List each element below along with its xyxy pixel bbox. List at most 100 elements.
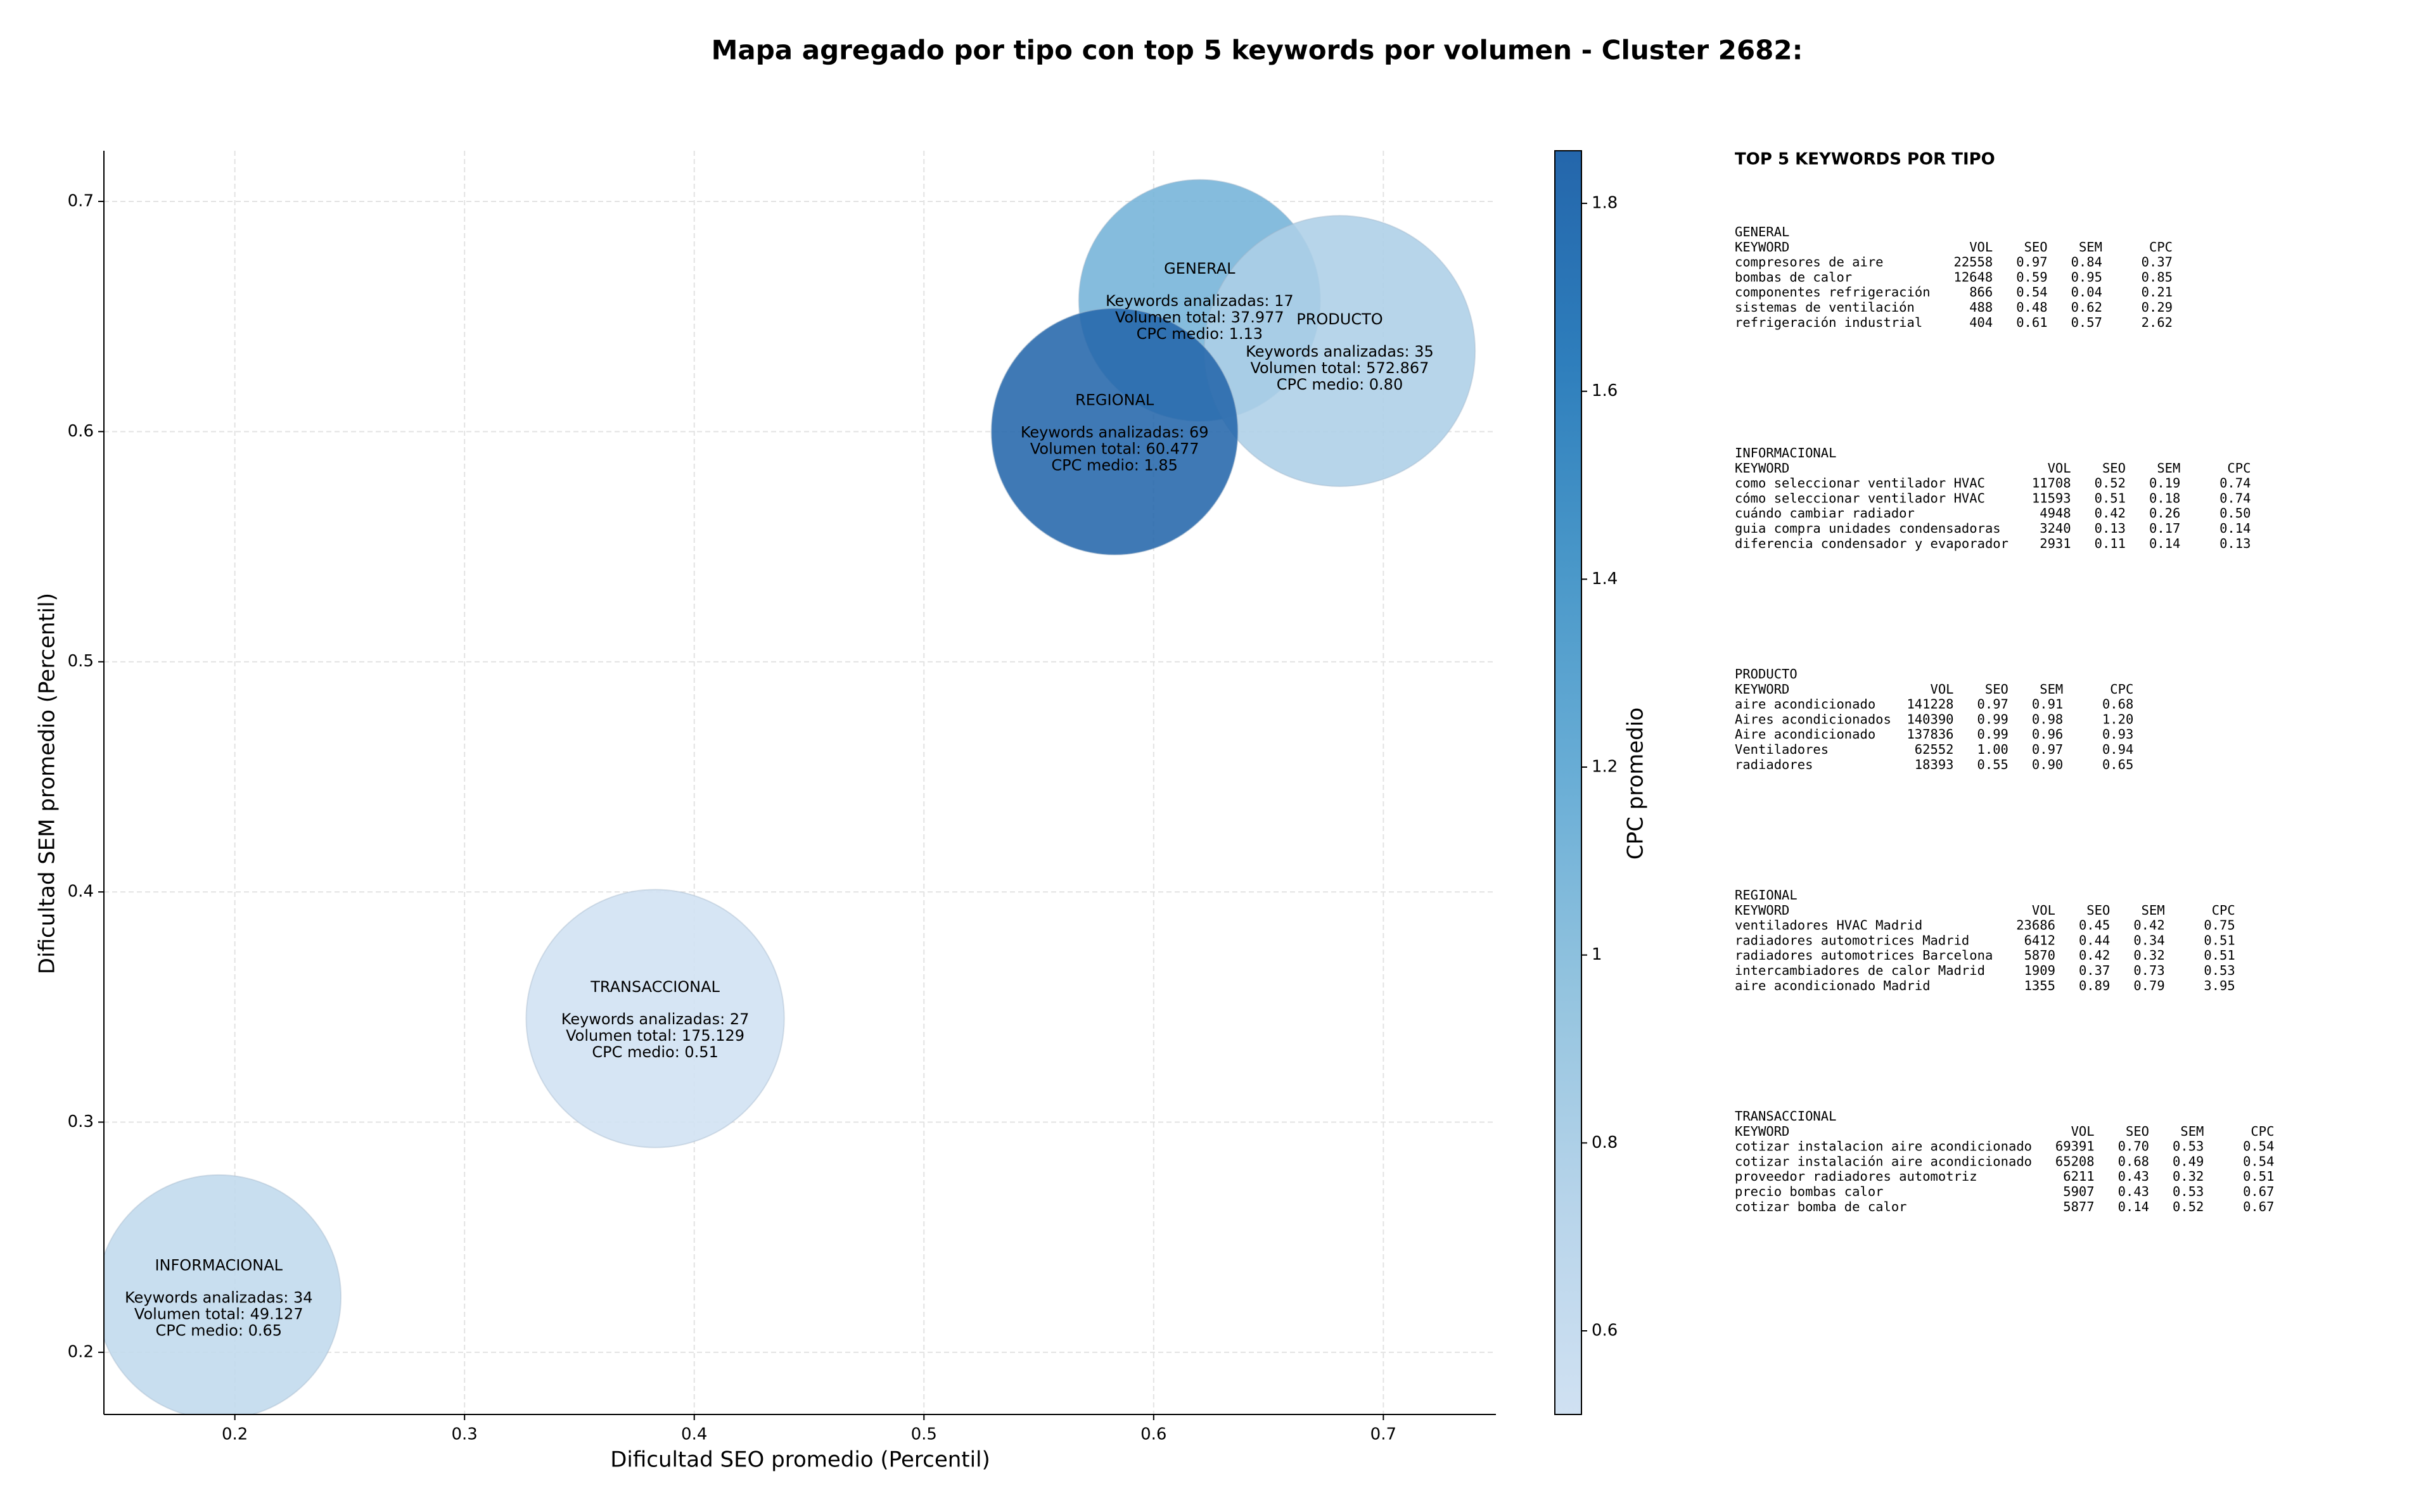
y-tick-label: 0.3 (68, 1112, 94, 1131)
table-cell: 0.90 (2032, 757, 2063, 772)
table-cell: 0.14 (2219, 521, 2251, 536)
table-cell: 0.11 (2095, 536, 2126, 551)
table-cell: 404 (1969, 315, 1993, 330)
colorbar-tick-label: 1 (1592, 945, 1602, 964)
table-cell: 0.68 (2118, 1153, 2149, 1169)
table-cell: proveedor radiadores automotriz (1735, 1169, 1977, 1184)
colorbar-tick-label: 0.8 (1592, 1133, 1618, 1152)
table-cell: cotizar instalación aire acondicionado (1735, 1153, 2032, 1169)
y-tick-label: 0.2 (68, 1342, 94, 1361)
table-cell: 11708 (2032, 476, 2071, 491)
colorbar-fill (1554, 150, 1582, 1415)
table-cell: compresores de aire (1735, 255, 1884, 270)
bubble-info: Volumen total: 175.129 (566, 1027, 744, 1045)
bubble-info: CPC medio: 1.85 (1051, 456, 1178, 474)
table-cell: cuándo cambiar radiador (1735, 505, 1915, 521)
table-cell: 0.51 (2204, 932, 2235, 948)
table-cell: diferencia condensador y evaporador (1735, 536, 2008, 551)
table-cell: 0.13 (2219, 536, 2251, 551)
table-cell: 0.91 (2032, 697, 2063, 712)
table-cell: 0.44 (2079, 932, 2110, 948)
table-cell: 62552 (1915, 742, 1954, 757)
table-cell: 137836 (1906, 727, 1953, 742)
bubble-name: INFORMACIONAL (155, 1257, 283, 1274)
table-cell: Ventiladores (1735, 742, 1829, 757)
table-cell: 0.59 (2016, 269, 2047, 284)
bubble (104, 1174, 342, 1414)
x-tick-label: 0.4 (681, 1425, 707, 1444)
table-cell: 0.52 (2173, 1199, 2204, 1214)
x-tick-label: 0.7 (1370, 1425, 1396, 1444)
table-cell: 0.54 (2243, 1153, 2274, 1169)
table-header: SEO (2024, 239, 2048, 255)
group-name: PRODUCTO (1735, 666, 1798, 682)
table-cell: 0.73 (2133, 963, 2164, 978)
table-cell: 0.53 (2173, 1184, 2204, 1199)
table-header: SEM (2180, 1124, 2204, 1139)
table-cell: 0.94 (2102, 742, 2133, 757)
table-cell: 69391 (2055, 1139, 2095, 1154)
table-cell: 0.45 (2079, 918, 2110, 933)
table-cell: 0.97 (1977, 697, 2008, 712)
table-cell: 0.97 (2016, 255, 2047, 270)
y-tick-label: 0.6 (68, 422, 94, 441)
table-header: CPC (2110, 682, 2133, 697)
bubble-info: CPC medio: 0.51 (592, 1043, 718, 1061)
table-cell: 0.14 (2149, 536, 2180, 551)
table-cell: 12648 (1954, 269, 1993, 284)
colorbar-label: CPC promedio (1623, 708, 1649, 860)
x-tick-label: 0.3 (452, 1425, 478, 1444)
table-header: SEO (2102, 461, 2126, 476)
colorbar-tick-label: 1.4 (1592, 569, 1618, 588)
colorbar-tick-label: 1.2 (1592, 758, 1618, 777)
table-cell: aire acondicionado Madrid (1735, 978, 1931, 993)
table-cell: 65208 (2055, 1153, 2095, 1169)
table-cell: 0.99 (1977, 727, 2008, 742)
table-cell: 0.48 (2016, 300, 2047, 315)
y-tick-label: 0.4 (68, 882, 94, 901)
table-cell: 0.49 (2173, 1153, 2204, 1169)
table-cell: intercambiadores de calor Madrid (1735, 963, 1985, 978)
table-header: VOL (1969, 239, 1993, 255)
bubble-name: GENERAL (1164, 260, 1236, 277)
colorbar-tick-label: 0.6 (1592, 1321, 1618, 1340)
table-cell: 0.32 (2173, 1169, 2204, 1184)
bubbles (104, 179, 1476, 1414)
table-cell: 0.18 (2149, 490, 2180, 505)
colorbar: 0.6 0.8 1 1.2 1.4 1.6 1.8 (1554, 150, 1618, 1415)
group-name: INFORMACIONAL (1735, 445, 1836, 461)
table-cell: precio bombas calor (1735, 1184, 1884, 1199)
bubble-info: Volumen total: 49.127 (134, 1306, 303, 1323)
table-cell: 0.61 (2016, 315, 2047, 330)
y-tick-label: 0.7 (68, 191, 94, 210)
table-header: SEO (1985, 682, 2008, 697)
table-cell: cotizar bomba de calor (1735, 1199, 1907, 1214)
table-cell: 0.34 (2133, 932, 2164, 948)
table-cell: 488 (1969, 300, 1993, 315)
table-cell: 0.85 (2142, 269, 2173, 284)
group-name: TRANSACCIONAL (1735, 1109, 1836, 1124)
bubble-name: REGIONAL (1075, 391, 1154, 409)
table-header: CPC (2212, 903, 2235, 918)
table-cell: 6211 (2063, 1169, 2094, 1184)
table-cell: radiadores automotrices Madrid (1735, 932, 1969, 948)
table-cell: 0.98 (2032, 711, 2063, 727)
bubble-info: Keywords analizadas: 34 (125, 1289, 313, 1307)
table-cell: 141228 (1906, 697, 1953, 712)
table-header: SEM (2040, 682, 2063, 697)
bubble-name: PRODUCTO (1296, 310, 1383, 328)
bubble-info: Keywords analizadas: 69 (1021, 423, 1209, 441)
table-cell: 0.37 (2142, 255, 2173, 270)
bubble-info: Keywords analizadas: 27 (561, 1010, 750, 1028)
bubble-info: Volumen total: 572.867 (1250, 359, 1429, 377)
table-cell: 0.43 (2118, 1169, 2149, 1184)
table-cell: bombas de calor (1735, 269, 1852, 284)
table-header: VOL (2071, 1124, 2095, 1139)
table-cell: 0.37 (2079, 963, 2110, 978)
table-header: KEYWORD (1735, 461, 1789, 476)
table-cell: 1.20 (2102, 711, 2133, 727)
x-tick-label: 0.5 (911, 1425, 937, 1444)
table-cell: 0.13 (2095, 521, 2126, 536)
bubble (525, 889, 785, 1148)
